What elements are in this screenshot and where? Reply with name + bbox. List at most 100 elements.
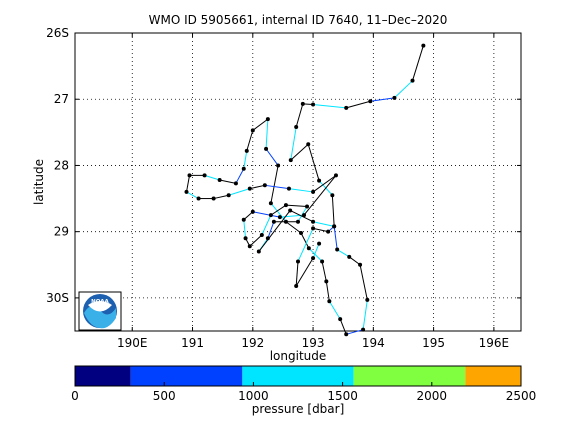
profile-point [283,203,288,208]
trajectory-segment [249,184,265,190]
grid-lines [75,32,521,331]
trajectory-segment [270,165,279,204]
profile-point [347,254,352,259]
x-axis-label: longitude [270,349,327,363]
trajectory-segment [288,188,314,193]
profile-point [311,219,316,224]
trajectory-segment [249,234,263,247]
y-ticks: 26S 27 28 29 30S [46,26,521,305]
trajectory-segment [303,175,337,216]
profile-point [187,173,192,178]
profile-point [262,183,267,188]
trajectory-segment [346,100,371,109]
y-axis-label: latitude [32,159,46,205]
y-tick-label: 29 [54,225,69,239]
profile-point [294,283,299,288]
profile-point [233,181,238,186]
profile-point [243,236,248,241]
profile-point [286,186,291,191]
noaa-logo: NOAA [78,291,122,331]
profile-point [211,196,216,201]
trajectory-segment [285,221,302,234]
y-tick-label: 27 [54,92,69,106]
profile-point [306,246,311,251]
trajectory-segment [252,211,281,218]
x-tick-label: 193 [302,336,325,350]
x-tick-label: 195 [422,336,445,350]
trajectory-segment [295,261,299,287]
profile-point [332,224,337,229]
trajectory-segment [213,194,229,200]
profile-point [410,78,415,83]
trajectory-segment [297,228,314,262]
trajectory-segment [321,261,327,282]
trajectory-segment [370,97,395,102]
profile-point [302,213,307,218]
trajectory-segment [228,188,250,196]
profile-point [311,226,316,231]
profile-point [226,193,231,198]
profile-point [265,236,270,241]
trajectory-segment [331,195,335,227]
profile-point [326,229,331,234]
profile-point [202,173,207,178]
profile-point [294,125,299,130]
colorbar-tick-label: 2500 [506,389,537,403]
y-tick-label: 30S [46,291,69,305]
trajectory-segment [243,219,247,239]
trajectory-segment [261,214,272,236]
profile-point [283,219,288,224]
profile-point [311,256,316,261]
trajectory-segment [312,243,320,259]
trajectory-segment [312,174,337,193]
colorbar-bin [75,366,131,386]
profile-point [333,173,338,178]
profile-point [259,232,264,237]
trajectory-segment [186,191,199,199]
profile-point [250,128,255,133]
profile-point [306,142,311,147]
trajectory-segment [219,179,237,184]
pressure-colorbar: 0 500 1000 1500 2000 2500 pressure [dbar] [71,365,537,416]
profile-point [271,219,276,224]
trajectory-segment [243,150,248,169]
trajectory-segment [243,211,254,221]
trajectory-segment [336,249,350,258]
trajectory-segment [258,210,291,252]
profile-point [324,279,329,284]
trajectory-segment [267,221,275,239]
colorbar-bin [353,366,466,386]
profile-point [296,259,300,264]
trajectory-segment [264,184,290,190]
profile-point [320,259,325,264]
trajectory-segment [295,103,304,128]
trajectory-segment [235,168,245,184]
trajectory-segment [270,204,287,216]
profile-point [335,247,340,252]
x-tick-label: 190E [117,336,148,350]
profile-point [276,163,281,168]
y-tick-label: 26S [46,26,69,40]
profile-point [330,193,335,198]
profile-point [265,117,270,122]
profile-point [264,146,269,151]
profile-points [184,43,426,337]
trajectory-segment [308,247,323,262]
trajectory-segment [204,174,220,181]
x-tick-label: 196E [479,336,510,350]
colorbar-tick-label: 0 [71,389,79,403]
profile-point [296,219,300,224]
colorbar-tick-label: 1000 [238,389,269,403]
profile-point [184,189,189,194]
profile-point [344,332,349,337]
trajectory-segment [328,300,341,320]
trajectory-segment [265,119,269,149]
profile-point [288,208,293,213]
profile-point [317,178,322,183]
trajectory-segment [312,227,329,233]
profile-point [256,249,261,254]
profile-point [358,262,363,267]
profile-point [247,186,252,191]
profile-point [327,299,332,304]
